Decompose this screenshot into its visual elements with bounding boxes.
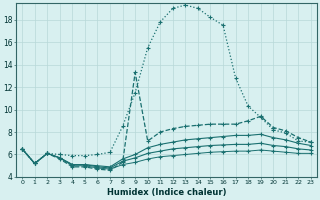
X-axis label: Humidex (Indice chaleur): Humidex (Indice chaleur)	[107, 188, 226, 197]
